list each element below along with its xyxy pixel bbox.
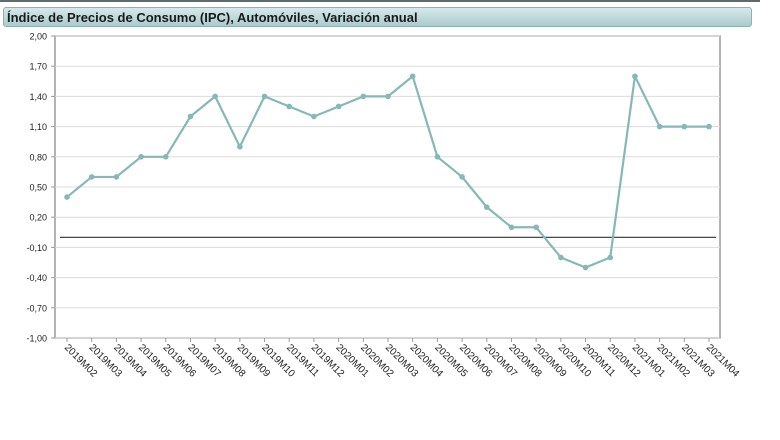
data-point (409, 73, 416, 80)
data-point (582, 264, 589, 271)
data-point (533, 224, 539, 231)
chart-title: Índice de Precios de Consumo (IPC), Auto… (7, 10, 418, 25)
data-point (138, 154, 144, 160)
y-tick-label: 2,00 (29, 32, 47, 42)
y-tick-label: 0,50 (29, 183, 47, 193)
y-tick-label: -1,00 (26, 334, 47, 344)
data-point (360, 93, 367, 100)
data-point (681, 123, 688, 130)
data-point (113, 174, 120, 180)
data-point (434, 154, 441, 160)
data-point (335, 103, 342, 110)
y-tick-label: 1,70 (29, 62, 47, 72)
data-point (632, 73, 638, 80)
data-point (286, 103, 293, 110)
data-point (261, 93, 268, 100)
data-point (558, 254, 564, 261)
y-tick-label: 1,10 (29, 122, 47, 132)
data-point (656, 123, 663, 130)
y-tick-label: -0,70 (26, 303, 47, 313)
data-point (162, 154, 169, 160)
data-point (64, 194, 70, 200)
series-line (66, 75, 709, 269)
y-tick-label: -0,40 (26, 273, 47, 283)
y-tick-label: 0,80 (29, 152, 47, 162)
chart-title-bar: Índice de Precios de Consumo (IPC), Auto… (3, 7, 752, 27)
data-point (237, 143, 243, 150)
data-point (385, 93, 391, 100)
data-point (706, 123, 712, 130)
data-point (212, 93, 218, 100)
data-point (607, 254, 614, 261)
data-point (459, 174, 465, 180)
data-point (88, 174, 95, 180)
y-tick-label: 0,20 (29, 213, 47, 223)
data-point (187, 113, 194, 120)
data-point (508, 224, 515, 231)
y-tick-label: 1,40 (29, 92, 47, 102)
data-point (311, 113, 317, 120)
top-rule (0, 0, 760, 2)
y-tick-label: -0,10 (26, 243, 47, 253)
data-point (483, 204, 490, 210)
